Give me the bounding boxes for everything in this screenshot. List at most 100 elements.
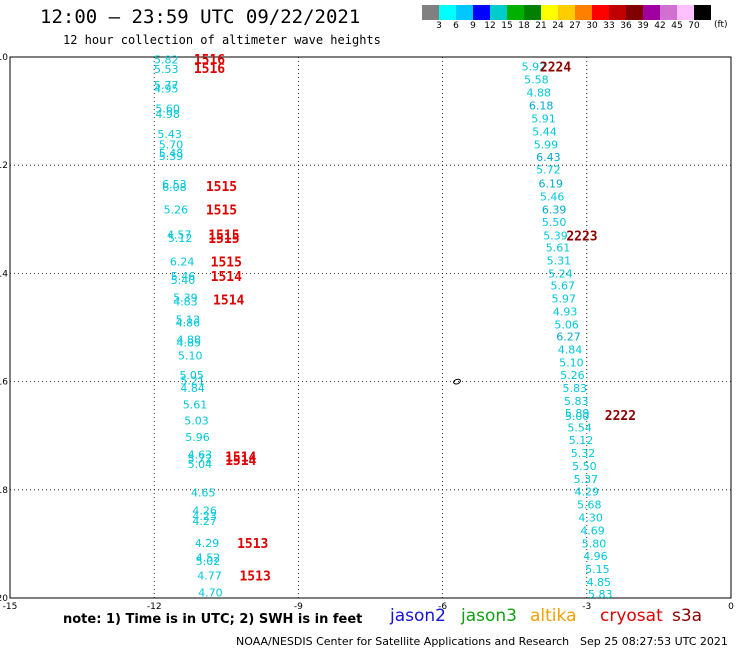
colorbar-swatch — [660, 5, 677, 20]
swh-label: 5.46 — [540, 191, 565, 204]
pass-time-label: 1514 — [213, 293, 244, 308]
swh-label: 5.31 — [547, 254, 572, 267]
swh-label: 5.70 — [159, 139, 184, 152]
colorbar-tick-label: 27 — [569, 21, 581, 31]
colorbar-swatch — [439, 5, 456, 20]
swh-label: 4.29 — [575, 485, 600, 498]
swh-label: 6.24 — [170, 255, 195, 268]
footnote: note: 1) Time is in UTC; 2) SWH is in fe… — [63, 612, 363, 627]
swh-label: 4.69 — [580, 524, 605, 537]
pass-time-label: 1515 — [206, 204, 237, 219]
swh-label: 5.10 — [178, 350, 203, 363]
swh-label: 5.44 — [532, 126, 557, 139]
colorbar-tick-label: 9 — [470, 21, 476, 31]
swh-label: 5.91 — [531, 113, 556, 126]
swh-label: 6.19 — [539, 178, 564, 191]
swh-label: 5.26 — [164, 204, 189, 217]
colorbar-tick-label: 30 — [586, 21, 598, 31]
swh-label: 4.85 — [587, 576, 612, 589]
swh-label: 5.83 — [563, 382, 588, 395]
colorbar-swatch — [643, 5, 660, 20]
swh-label: 6.27 — [556, 331, 581, 344]
pass-time-label: 1514 — [225, 450, 256, 465]
y-tick-label: -18 — [0, 486, 8, 496]
colorbar-tick-label: 12 — [484, 21, 496, 31]
swh-label: 5.39 — [159, 150, 184, 163]
pass-time-label: 2222 — [605, 409, 636, 424]
swh-label: 5.32 — [571, 447, 596, 460]
colorbar-tick-label: 39 — [637, 21, 649, 31]
swh-label: 5.72 — [188, 452, 213, 465]
land-marker — [453, 378, 461, 385]
swh-label: 5.43 — [157, 128, 182, 141]
swh-label: 4.84 — [180, 382, 205, 395]
colorbar-tick-label: 70 — [688, 21, 700, 31]
swh-label: 6.18 — [529, 100, 554, 113]
swh-label: 4.83 — [173, 296, 198, 309]
x-tick-label: 0 — [728, 602, 734, 612]
colorbar-swatch — [507, 5, 524, 20]
swh-label: 5.12 — [569, 434, 594, 447]
colorbar-tick-label: 18 — [518, 21, 530, 31]
colorbar-tick-label: 3 — [436, 21, 442, 31]
legend-s3a: s3a — [672, 606, 703, 626]
colorbar-swatch — [473, 5, 490, 20]
plot-frame — [9, 56, 732, 599]
colorbar-tick-label: 21 — [535, 21, 547, 31]
pass-time-label: 1514 — [211, 270, 242, 285]
colorbar-swatch — [456, 5, 473, 20]
pass-time-label: 2223 — [566, 230, 597, 245]
swh-label: 4.96 — [583, 550, 608, 563]
swh-label: 6.43 — [536, 151, 561, 164]
colorbar-tick-label: 6 — [453, 21, 459, 31]
y-tick-label: -20 — [0, 594, 8, 604]
swh-label: 5.37 — [574, 473, 599, 486]
pass-time-label: 1516 — [194, 53, 225, 68]
colorbar-swatch — [422, 5, 439, 20]
colorbar-swatch — [541, 5, 558, 20]
swh-label: 5.46 — [171, 270, 196, 283]
y-tick-label: -16 — [0, 378, 8, 388]
swh-label: 5.83 — [588, 588, 613, 601]
pass-time-label: 1515 — [208, 232, 239, 247]
swh-label: 5.77 — [154, 79, 179, 92]
colorbar-swatch — [677, 5, 694, 20]
colorbar-swatch — [490, 5, 507, 20]
swh-label: 5.21 — [180, 375, 205, 388]
swh-label: 4.30 — [578, 511, 603, 524]
chart-subtitle: 12 hour collection of altimeter wave hei… — [63, 33, 381, 47]
pass-time-label: 1515 — [206, 180, 237, 195]
swh-label: 5.02 — [196, 555, 221, 568]
x-tick-label: -15 — [3, 602, 18, 612]
x-tick-label: -6 — [438, 602, 447, 612]
x-tick-label: -12 — [147, 602, 162, 612]
swh-label: 5.24 — [548, 267, 573, 280]
swh-label: 5.99 — [534, 139, 559, 152]
pass-time-label: 1515 — [211, 255, 242, 270]
colorbar-tick-label: 36 — [620, 21, 632, 31]
pass-time-label: 1515 — [208, 228, 239, 243]
swh-label: 4.23 — [192, 510, 217, 523]
swh-label: 5.97 — [551, 292, 576, 305]
swh-label: 5.48 — [159, 147, 184, 160]
y-tick-label: -14 — [0, 269, 8, 279]
swh-label: 4.86 — [176, 317, 201, 330]
swh-label: 5.58 — [524, 74, 549, 87]
legend-jason2: jason2 — [390, 606, 446, 626]
swh-label: 4.93 — [553, 305, 578, 318]
colorbar-tick-label: 15 — [501, 21, 513, 31]
colorbar-swatch — [626, 5, 643, 20]
swh-label: 4.65 — [191, 487, 216, 500]
swh-label: 6.39 — [542, 204, 567, 217]
swh-label: 5.61 — [546, 241, 571, 254]
swh-label: 5.05 — [179, 369, 204, 382]
colorbar-tick-label: 33 — [603, 21, 615, 31]
swh-label: 4.70 — [198, 587, 223, 600]
swh-label: 5.89 — [565, 407, 590, 420]
pass-time-label: 1514 — [225, 454, 256, 469]
swh-label: 5.03 — [184, 415, 209, 428]
colorbar-tick-label: 45 — [671, 21, 683, 31]
swh-label: 5.50 — [542, 216, 567, 229]
x-tick-label: -3 — [582, 602, 591, 612]
